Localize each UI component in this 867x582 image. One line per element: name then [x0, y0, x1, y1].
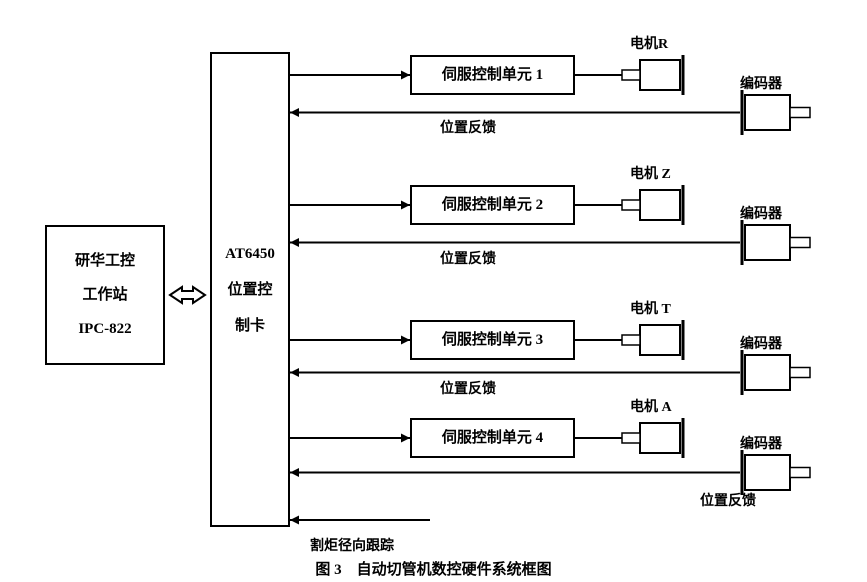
- controller-line3: 制卡: [235, 314, 265, 338]
- caption-prefix: 图 3: [315, 562, 341, 578]
- servo-unit-3-label: 伺服控制单元 3: [442, 328, 543, 352]
- servo-unit-2-label: 伺服控制单元 2: [442, 193, 543, 217]
- servo-unit-3: 伺服控制单元 3: [410, 320, 575, 360]
- feedback-3-label: 位置反馈: [440, 378, 496, 398]
- motor-r-label: 电机R: [630, 33, 668, 53]
- controller-line1: AT6450: [225, 242, 275, 266]
- motor-t-label: 电机 T: [630, 298, 671, 318]
- servo-unit-1: 伺服控制单元 1: [410, 55, 575, 95]
- workstation-line3: IPC-822: [78, 317, 131, 341]
- encoder-1-label: 编码器: [740, 73, 782, 93]
- encoder-2-label: 编码器: [740, 203, 782, 223]
- feedback-2-label: 位置反馈: [440, 248, 496, 268]
- figure-caption: 图 3 自动切管机数控硬件系统框图: [0, 558, 867, 579]
- servo-unit-1-label: 伺服控制单元 1: [442, 63, 543, 87]
- motor-a-label: 电机 A: [630, 396, 672, 416]
- servo-unit-4: 伺服控制单元 4: [410, 418, 575, 458]
- encoder-4-label: 编码器: [740, 433, 782, 453]
- controller-line2: 位置控: [227, 278, 272, 302]
- workstation-line2: 工作站: [82, 283, 127, 307]
- encoder-3-label: 编码器: [740, 333, 782, 353]
- servo-unit-4-label: 伺服控制单元 4: [442, 426, 543, 450]
- caption-text: 自动切管机数控硬件系统框图: [357, 562, 552, 578]
- workstation-box: 研华工控 工作站 IPC-822: [45, 225, 165, 365]
- workstation-line1: 研华工控: [75, 249, 135, 273]
- servo-unit-2: 伺服控制单元 2: [410, 185, 575, 225]
- feedback-4-label: 位置反馈: [700, 490, 756, 510]
- feedback-1-label: 位置反馈: [440, 117, 496, 137]
- tracking-label: 割炬径向跟踪: [310, 535, 394, 555]
- controller-box: AT6450 位置控 制卡: [210, 52, 290, 527]
- motor-z-label: 电机 Z: [630, 163, 671, 183]
